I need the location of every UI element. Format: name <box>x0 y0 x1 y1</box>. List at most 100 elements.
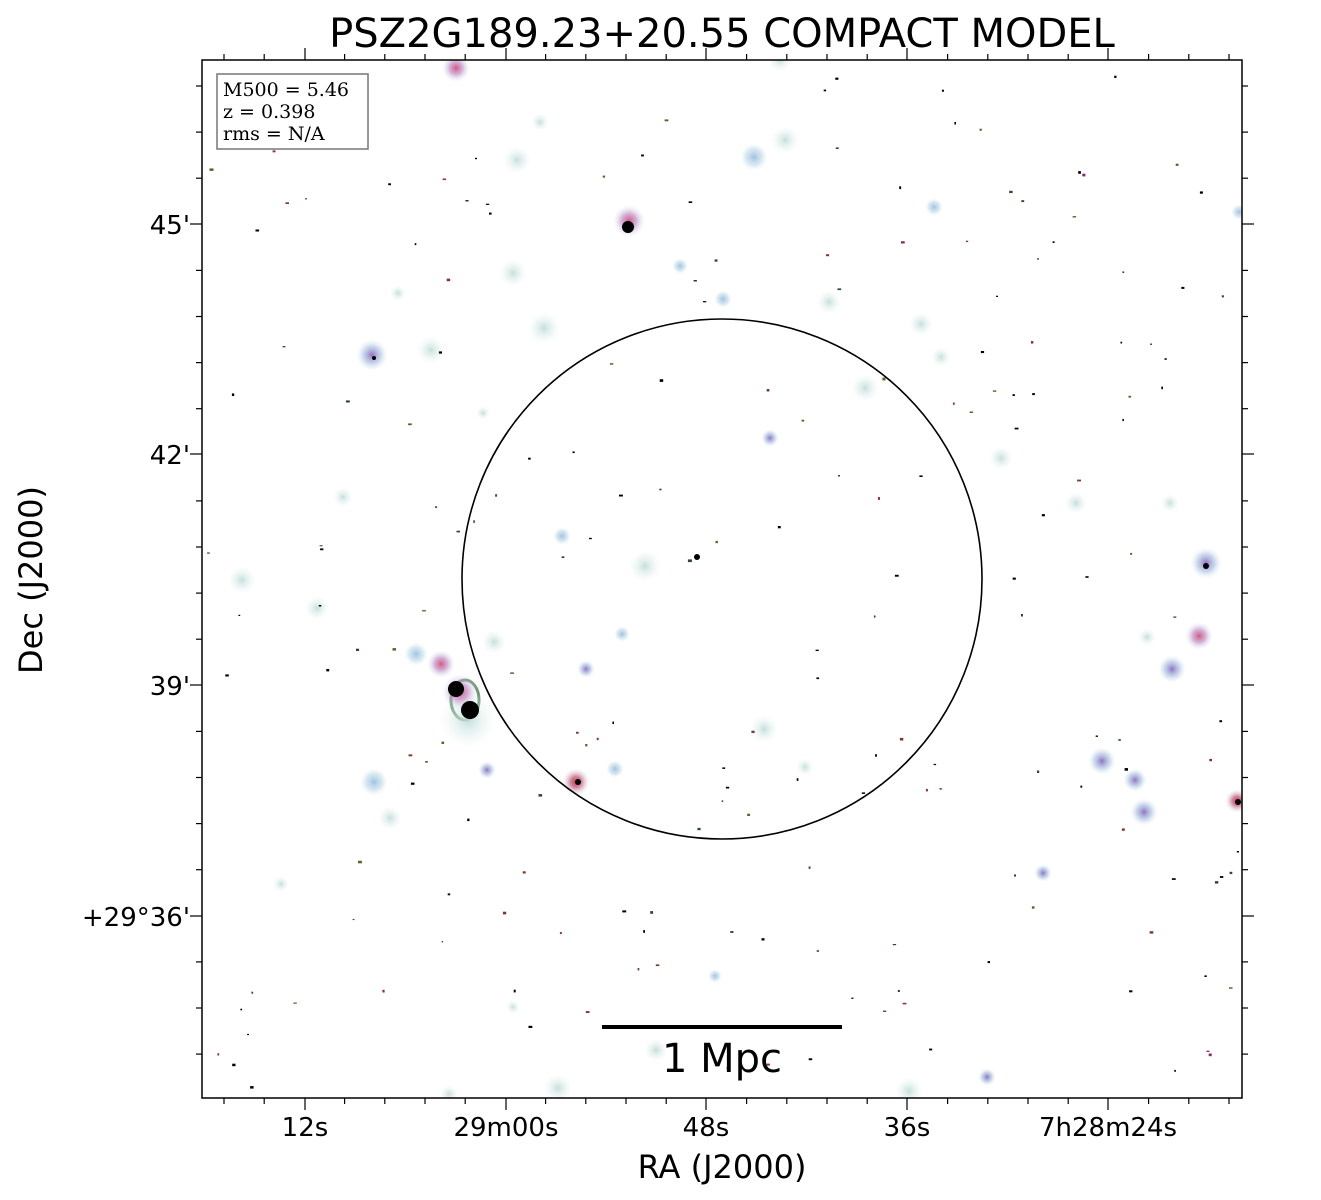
noise-speck <box>1041 514 1045 517</box>
noise-speck <box>207 552 210 554</box>
noise-speck <box>414 243 417 246</box>
noise-speck <box>1229 871 1233 875</box>
noise-speck <box>1031 341 1034 344</box>
source-blob <box>771 126 799 154</box>
noise-speck <box>528 457 531 460</box>
noise-speck <box>382 989 385 993</box>
source-blob <box>1185 622 1213 650</box>
noise-speck <box>882 377 886 381</box>
noise-speck <box>1171 878 1176 880</box>
x-axis-label: RA (J2000) <box>638 1148 807 1186</box>
source-blob <box>817 290 841 314</box>
source-blob <box>442 60 470 82</box>
noise-speck <box>1121 828 1125 831</box>
noise-speck <box>1164 358 1167 360</box>
source-blob <box>750 715 778 743</box>
noise-speck <box>747 813 750 816</box>
y-axis-label: Dec (J2000) <box>12 486 50 674</box>
noise-speck <box>475 157 477 160</box>
source-blob <box>417 336 445 364</box>
noise-speck <box>612 721 614 724</box>
noise-speck <box>465 200 469 202</box>
noise-speck <box>240 1008 243 1011</box>
noise-speck <box>1037 258 1039 260</box>
noise-speck <box>435 506 438 508</box>
noise-speck <box>925 788 928 792</box>
source-core <box>694 554 700 560</box>
noise-speck <box>725 786 730 789</box>
noise-speck <box>1077 479 1081 482</box>
noise-speck <box>352 918 355 921</box>
noise-speck <box>777 526 781 529</box>
noise-speck <box>1219 876 1224 878</box>
noise-speck <box>969 411 974 413</box>
noise-speck <box>510 672 514 674</box>
source-field <box>228 60 1242 1098</box>
noise-speck <box>688 201 693 203</box>
noise-speck <box>693 280 697 282</box>
noise-speck <box>1219 720 1223 723</box>
noise-speck <box>655 964 660 967</box>
source-blob <box>378 806 402 830</box>
noise-speck <box>1149 931 1154 934</box>
source-blob <box>333 487 353 507</box>
noise-speck <box>873 615 876 618</box>
source-blob <box>305 596 329 620</box>
source-blob <box>1161 494 1179 512</box>
source-blob <box>360 768 388 796</box>
noise-speck <box>513 989 516 993</box>
noise-speck <box>650 911 654 914</box>
noise-speck <box>441 741 445 744</box>
source-blob <box>404 642 428 666</box>
noise-speck <box>722 767 726 769</box>
info-legend-frame <box>216 73 369 150</box>
noise-speck <box>965 240 969 243</box>
source-blob <box>761 429 779 447</box>
noise-speck <box>861 792 866 794</box>
noise-speck <box>446 278 451 282</box>
source-blob <box>228 566 256 594</box>
noise-speck <box>217 1053 220 1056</box>
source-blob <box>427 650 455 678</box>
noise-speck <box>251 991 254 994</box>
source-blob <box>1123 768 1147 792</box>
noise-speck <box>823 89 827 92</box>
source-core <box>1235 799 1241 805</box>
noise-speck <box>897 989 900 992</box>
noise-speck <box>572 451 575 454</box>
noise-speck <box>1085 576 1089 578</box>
source-blob <box>740 143 768 171</box>
noise-speck <box>1124 768 1128 771</box>
y-tick-label: +29°36' <box>82 903 190 933</box>
x-tick-labels: 12s 29m00s 48s 36s 7h28m24s <box>282 1113 1177 1143</box>
noise-speck <box>637 968 640 971</box>
scale-bar: 1 Mpc <box>602 1025 842 1082</box>
noise-speck <box>422 610 426 612</box>
noise-speck <box>502 911 507 915</box>
noise-speck <box>596 737 599 741</box>
y-tick-label: 45' <box>150 211 190 241</box>
source-blob <box>273 876 289 892</box>
noise-speck <box>687 559 692 563</box>
noise-speck <box>726 1067 730 1070</box>
noise-speck <box>410 782 415 785</box>
noise-speck <box>318 605 322 607</box>
noise-speck <box>585 1011 590 1013</box>
source-blob <box>614 626 630 642</box>
noise-speck <box>408 754 413 757</box>
source-blob <box>989 446 1013 470</box>
noise-speck <box>559 932 562 935</box>
noise-speck <box>659 488 662 491</box>
source-blob <box>482 630 506 654</box>
noise-speck <box>238 614 241 616</box>
source-blob <box>644 1038 668 1062</box>
noise-speck <box>326 669 330 672</box>
source-blob <box>796 758 814 776</box>
plot-frame <box>201 59 1243 1099</box>
noise-speck <box>730 931 734 933</box>
source-blob <box>1138 628 1156 646</box>
source-core <box>575 779 581 785</box>
source-blob <box>1130 798 1158 826</box>
noise-speck <box>485 203 490 205</box>
noise-speck <box>901 241 905 244</box>
